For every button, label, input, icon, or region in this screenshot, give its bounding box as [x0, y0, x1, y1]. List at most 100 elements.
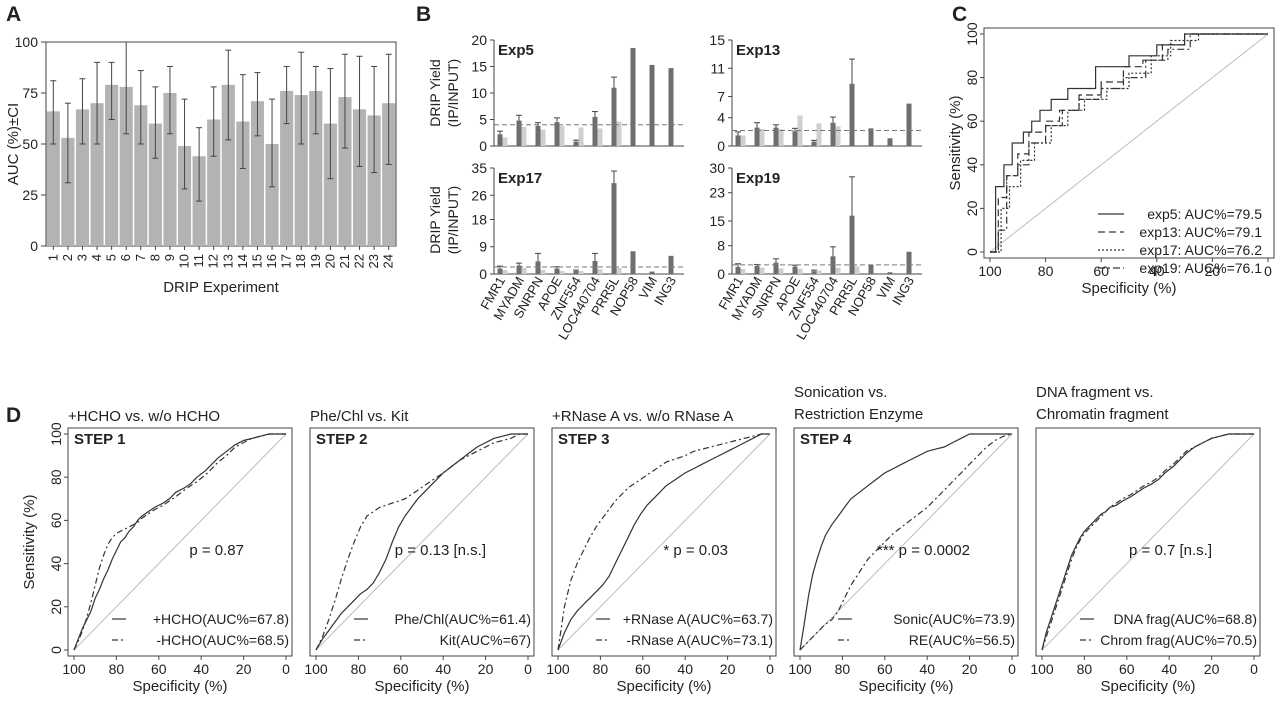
bar-dark [773, 127, 779, 146]
x-tick-label: 22 [352, 254, 367, 268]
x-axis-title: Specificity (%) [858, 678, 953, 695]
y-tick-label: 40 [48, 556, 64, 572]
x-tick-label: 3 [74, 254, 89, 261]
x-tick-label: 4 [89, 254, 104, 261]
experiment-label: Exp13 [736, 42, 780, 59]
y-tick-label: 0 [717, 138, 725, 154]
legend-entry: -RNase A(AUC%=73.1) [626, 632, 773, 648]
panel-letter-c: C [952, 3, 967, 26]
bar-dark [535, 261, 541, 274]
bar-dark [516, 265, 522, 274]
x-tick-label: 5 [104, 254, 119, 261]
x-tick-label: 100 [546, 661, 570, 677]
x-tick-label: 20 [478, 661, 494, 677]
x-tick-label: 10 [177, 254, 192, 268]
bar-dark [649, 64, 655, 146]
panel-letter-a: A [6, 3, 21, 26]
legend-entry: exp13: AUC%=79.1 [1139, 224, 1262, 240]
y-tick-label: 0 [717, 266, 725, 282]
x-tick-label: 15 [249, 254, 264, 268]
bar-dark [868, 128, 874, 146]
bar-light [759, 129, 765, 146]
bar-light [797, 268, 803, 274]
bar-auc [75, 109, 90, 246]
x-tick-label: 23 [366, 254, 381, 268]
roc-curve [799, 433, 1013, 651]
bar-light [559, 270, 565, 274]
x-tick-label: 60 [635, 661, 651, 677]
plot-frame [309, 427, 535, 657]
y-tick-label: 25 [22, 187, 38, 203]
bar-dark [573, 141, 579, 146]
x-tick-label: 40 [193, 661, 209, 677]
bar-dark [630, 47, 636, 147]
y-tick-label: 0 [479, 138, 487, 154]
bar-auc [221, 84, 235, 246]
legend-entry: +RNase A(AUC%=63.7) [623, 611, 773, 627]
x-tick-label: 80 [593, 661, 609, 677]
bar-light [597, 128, 603, 146]
diagonal-reference [557, 433, 771, 651]
roc-curve [990, 33, 1268, 253]
panel-b-y-title-bottom-line2: (IP/INPUT) [445, 186, 461, 254]
bar-dark [754, 265, 760, 274]
roc-curve [557, 433, 770, 651]
y-tick-label: 0 [30, 238, 38, 254]
bar-dark [497, 268, 503, 274]
plot-frame [793, 427, 1019, 657]
x-tick-label: 100 [1030, 661, 1054, 677]
x-tick-label: 40 [1149, 263, 1165, 279]
bar-dark [849, 83, 855, 146]
bar-light [616, 267, 622, 274]
x-tick-label: 14 [235, 254, 250, 268]
x-tick-label: 60 [877, 661, 893, 677]
experiment-label: Exp19 [736, 170, 780, 187]
plot-frame [983, 27, 1275, 259]
y-tick-label: 11 [710, 60, 725, 76]
panel-d-roc-comparisons: 0 0 20 20 40 40 60 60 80 80 100 100 Specificity (%) S… [21, 384, 1261, 695]
bar-light [540, 129, 546, 146]
bar-light [759, 267, 765, 274]
x-axis-title: DRIP Experiment [163, 279, 279, 296]
bar-light [540, 269, 546, 274]
x-tick-label: 100 [62, 661, 86, 677]
x-tick-label: 2 [60, 254, 75, 261]
x-tick-label: 19 [308, 254, 323, 268]
step-label: STEP 4 [800, 431, 852, 448]
bar-dark [554, 268, 560, 274]
y-tick-label: 35 [471, 160, 487, 176]
subplot-title: +HCHO vs. w/o HCHO [68, 408, 220, 425]
x-tick-label: 40 [1161, 661, 1177, 677]
bar-auc [61, 137, 75, 246]
bar-light [740, 269, 746, 274]
diagonal-reference [315, 433, 529, 651]
bar-auc [134, 105, 148, 247]
y-tick-label: 0 [479, 266, 487, 282]
bar-auc [207, 119, 221, 246]
experiment-label: Exp5 [498, 42, 534, 59]
y-axis-title: AUC (%)±CI [5, 103, 22, 185]
x-tick-label: 0 [1008, 661, 1016, 677]
bar-dark [849, 215, 855, 274]
bar-light [816, 123, 822, 146]
y-tick-label: 8 [717, 238, 725, 254]
x-tick-label: 40 [435, 661, 451, 677]
x-tick-label: 80 [109, 661, 125, 677]
bar-dark [906, 103, 912, 146]
bar-dark [668, 255, 674, 274]
bar-dark [611, 183, 617, 274]
x-tick-label: 20 [962, 661, 978, 677]
bar-dark [554, 122, 560, 146]
x-tick-label: 60 [1093, 263, 1109, 279]
x-tick-label: 0 [282, 661, 290, 677]
step-label: STEP 3 [558, 431, 609, 448]
x-tick-label: 20 [720, 661, 736, 677]
x-tick-label: 21 [337, 254, 352, 268]
y-tick-label: 5 [479, 112, 487, 128]
legend-entry: DNA frag(AUC%=68.8) [1113, 611, 1257, 627]
experiment-label: Exp17 [498, 170, 542, 187]
panel-b-y-title-bottom-line1: DRIP Yield [427, 186, 443, 253]
bar-light [778, 129, 784, 146]
y-tick-label: 15 [709, 32, 725, 48]
